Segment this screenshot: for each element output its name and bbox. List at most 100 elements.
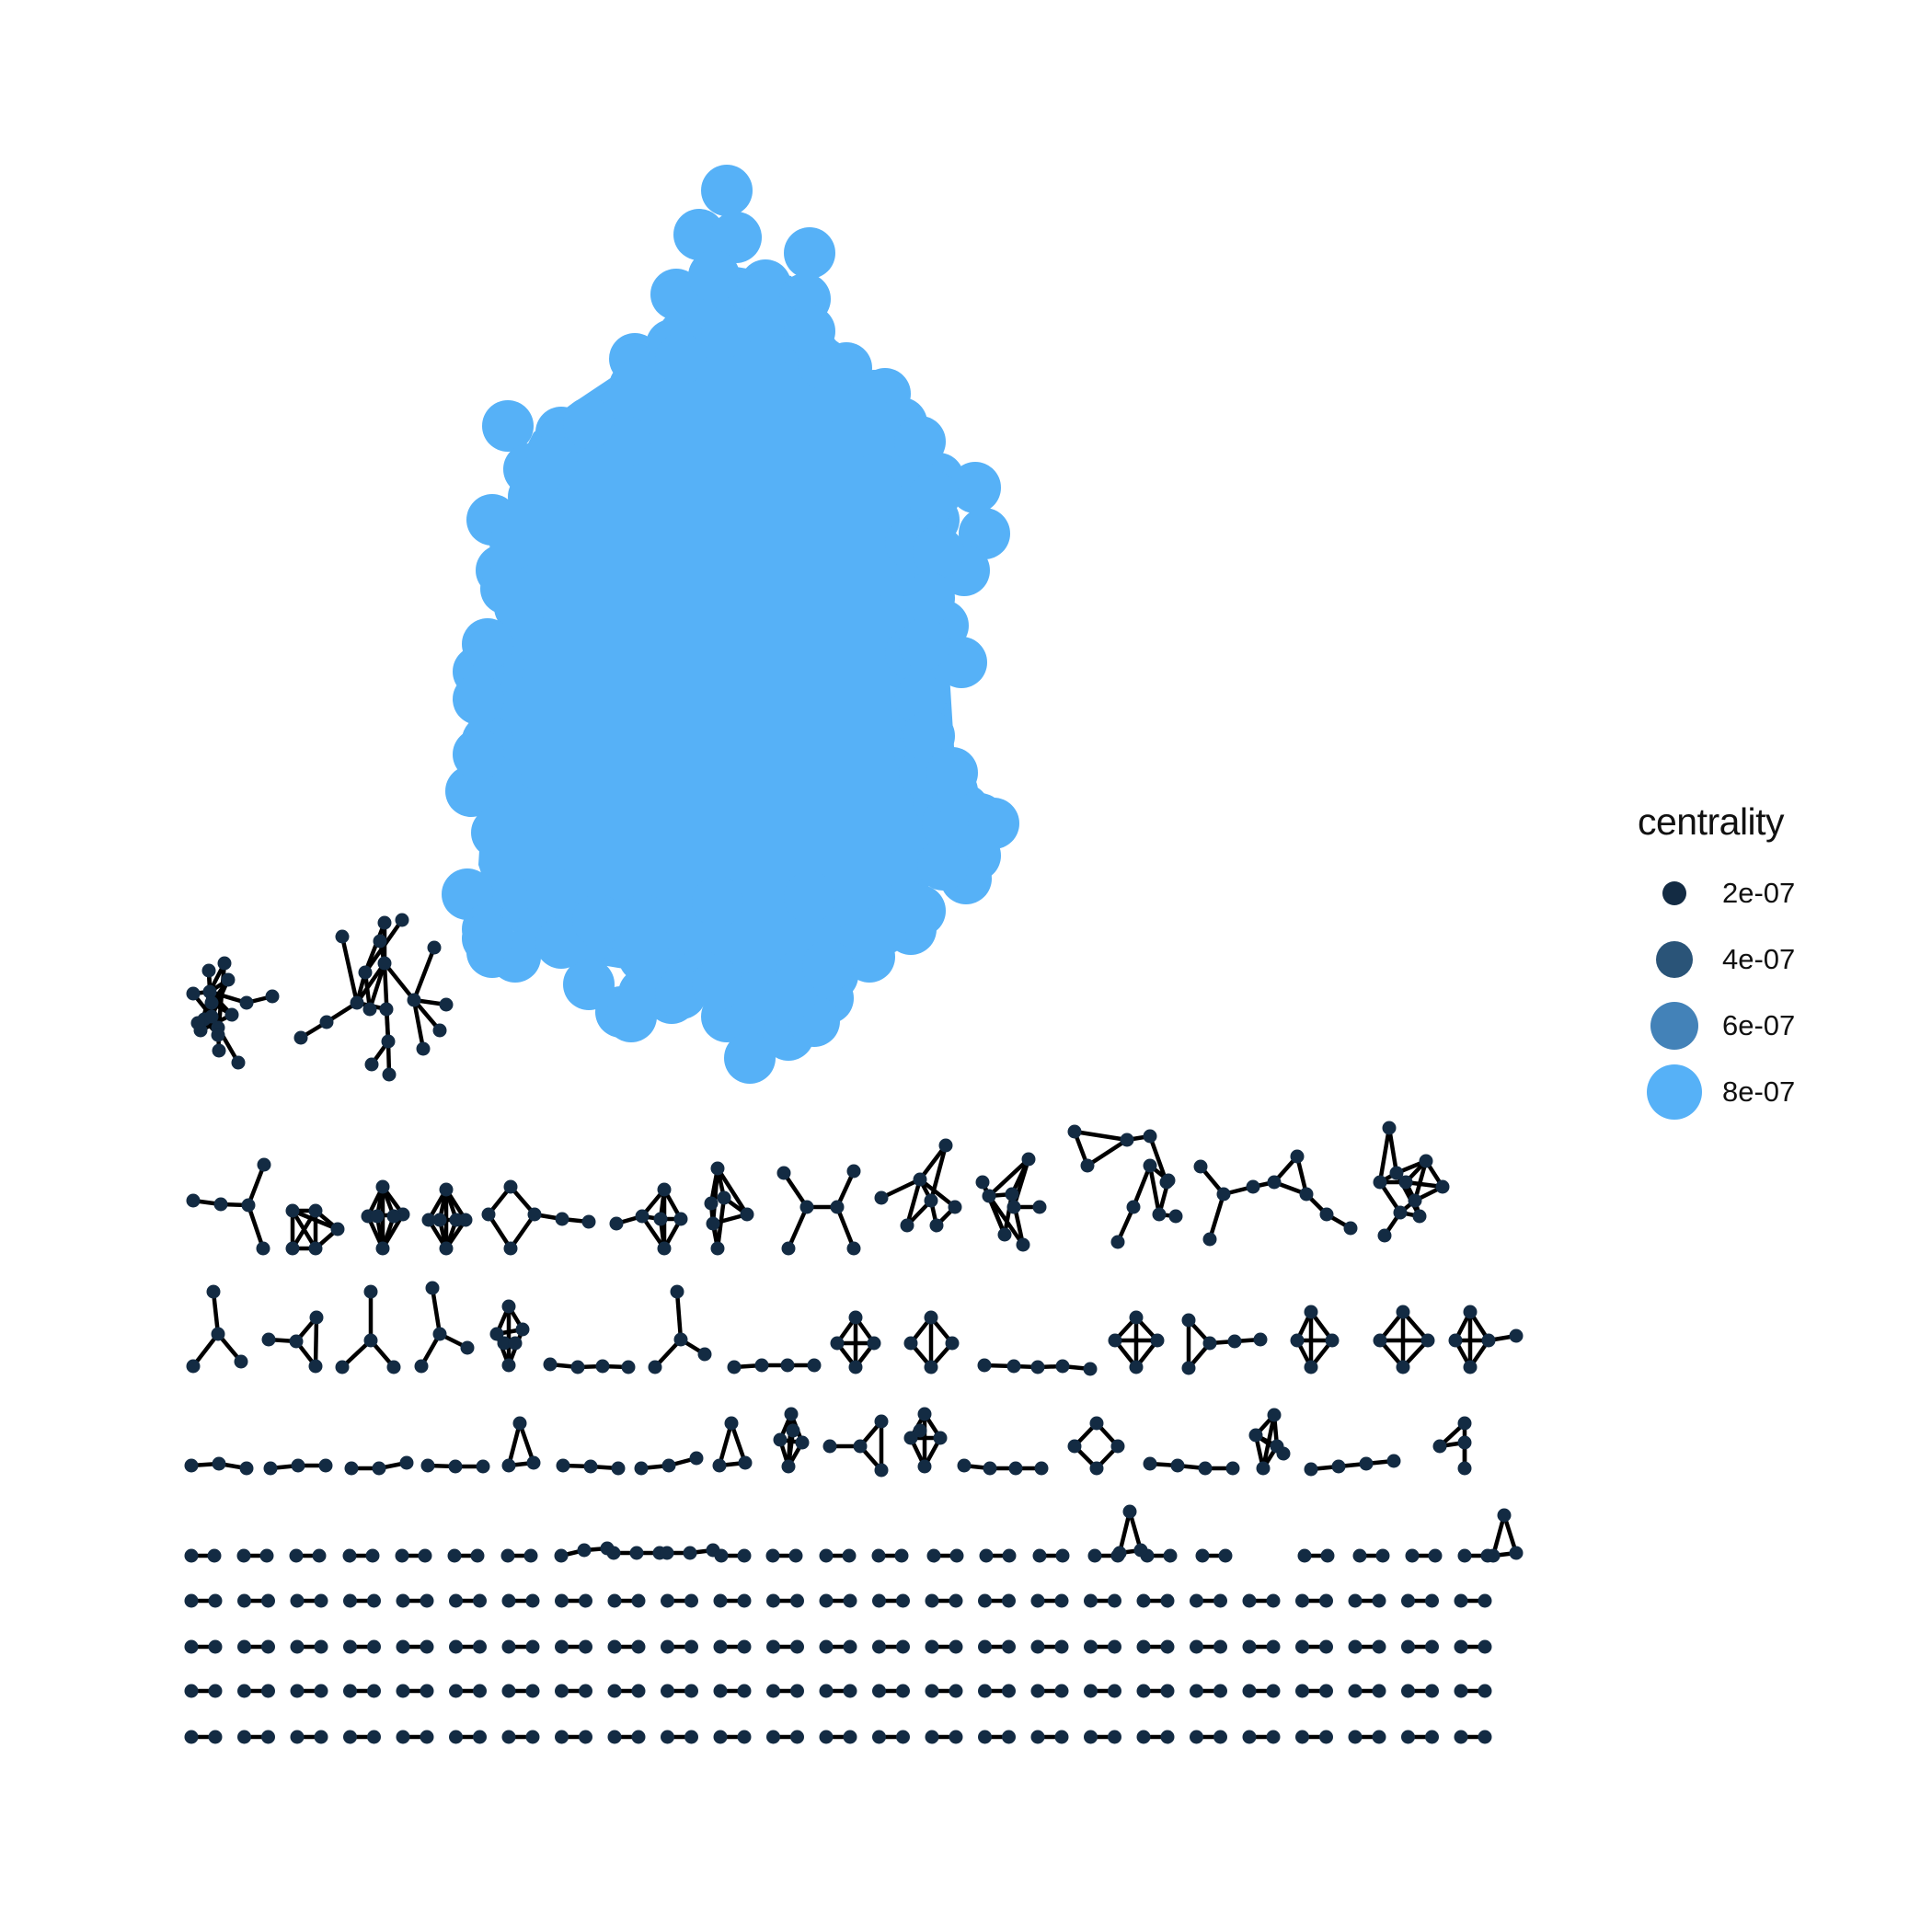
node bbox=[983, 1461, 997, 1476]
node bbox=[186, 1193, 201, 1208]
giant-node bbox=[489, 517, 541, 569]
node bbox=[1295, 1684, 1309, 1698]
node bbox=[473, 1593, 487, 1608]
node bbox=[500, 1548, 515, 1563]
node bbox=[579, 1730, 592, 1744]
node bbox=[579, 1639, 592, 1654]
node bbox=[1160, 1730, 1175, 1744]
node bbox=[924, 1360, 938, 1374]
node bbox=[1190, 1684, 1203, 1698]
node bbox=[766, 1684, 780, 1698]
giant-node bbox=[462, 618, 513, 670]
node bbox=[473, 1684, 487, 1698]
node bbox=[473, 1639, 487, 1654]
node bbox=[710, 1161, 725, 1176]
node bbox=[364, 1057, 379, 1072]
node bbox=[555, 1684, 569, 1698]
node bbox=[807, 1358, 822, 1373]
node bbox=[263, 1461, 278, 1476]
node bbox=[432, 1327, 447, 1341]
node bbox=[1129, 1310, 1144, 1325]
node bbox=[1120, 1133, 1134, 1147]
node bbox=[978, 1639, 992, 1654]
node bbox=[501, 1458, 516, 1473]
node bbox=[894, 1548, 909, 1563]
edge bbox=[506, 1422, 523, 1466]
node bbox=[1509, 1328, 1524, 1343]
node bbox=[896, 1593, 910, 1608]
node bbox=[1160, 1593, 1175, 1608]
node bbox=[1401, 1593, 1415, 1608]
node bbox=[261, 1730, 275, 1744]
giant-node bbox=[949, 462, 1001, 513]
node bbox=[710, 1241, 725, 1256]
node bbox=[661, 1593, 674, 1608]
node bbox=[375, 1179, 390, 1194]
node bbox=[425, 1281, 440, 1295]
node bbox=[421, 1213, 436, 1227]
node bbox=[1319, 1639, 1333, 1654]
node bbox=[1425, 1593, 1439, 1608]
node bbox=[342, 1548, 357, 1563]
edge bbox=[362, 922, 387, 973]
edge bbox=[1207, 1193, 1226, 1240]
node bbox=[660, 1546, 674, 1560]
node bbox=[372, 1461, 386, 1476]
giant-node bbox=[701, 305, 753, 357]
giant-node bbox=[968, 798, 1019, 849]
node bbox=[607, 1593, 622, 1608]
node bbox=[1372, 1684, 1386, 1698]
node bbox=[1202, 1336, 1217, 1351]
node bbox=[673, 1212, 688, 1226]
node bbox=[714, 1548, 729, 1563]
node bbox=[1021, 1152, 1036, 1167]
giant-node bbox=[899, 618, 950, 670]
node bbox=[1129, 1360, 1144, 1374]
node bbox=[1084, 1730, 1098, 1744]
node bbox=[924, 1310, 938, 1325]
node bbox=[1425, 1730, 1439, 1744]
node bbox=[843, 1684, 857, 1698]
giant-node bbox=[880, 880, 932, 932]
node bbox=[314, 1684, 328, 1698]
node bbox=[648, 1360, 662, 1374]
node bbox=[1348, 1684, 1363, 1698]
node bbox=[949, 1730, 963, 1744]
node bbox=[925, 1730, 939, 1744]
edge bbox=[928, 1144, 949, 1202]
node bbox=[1412, 1209, 1427, 1224]
node bbox=[846, 1164, 861, 1179]
node bbox=[343, 1593, 357, 1608]
edge bbox=[411, 999, 426, 1050]
node bbox=[1304, 1462, 1318, 1477]
node bbox=[1448, 1333, 1463, 1348]
node bbox=[314, 1593, 328, 1608]
node bbox=[606, 1546, 621, 1560]
node bbox=[740, 1207, 754, 1222]
node bbox=[819, 1730, 834, 1744]
node bbox=[1393, 1205, 1408, 1220]
giant-node bbox=[535, 917, 587, 969]
node bbox=[208, 1639, 223, 1654]
node bbox=[1143, 1456, 1157, 1471]
node bbox=[843, 1730, 857, 1744]
node bbox=[1398, 1175, 1413, 1190]
node bbox=[501, 1299, 516, 1314]
node bbox=[1486, 1548, 1501, 1563]
node bbox=[1386, 1454, 1401, 1468]
node bbox=[420, 1593, 434, 1608]
node bbox=[1002, 1684, 1016, 1698]
node bbox=[1084, 1593, 1098, 1608]
node bbox=[848, 1310, 863, 1325]
node bbox=[1002, 1548, 1017, 1563]
node bbox=[1457, 1461, 1472, 1476]
edge bbox=[786, 1206, 810, 1249]
node bbox=[265, 989, 280, 1004]
node bbox=[1190, 1639, 1203, 1654]
legend: centrality 2e-07 4e-07 6e-07 8e-07 bbox=[1638, 800, 1858, 1125]
node bbox=[1002, 1730, 1016, 1744]
node bbox=[396, 1593, 410, 1608]
node bbox=[1006, 1200, 1021, 1214]
node bbox=[208, 1684, 223, 1698]
node bbox=[1136, 1730, 1151, 1744]
